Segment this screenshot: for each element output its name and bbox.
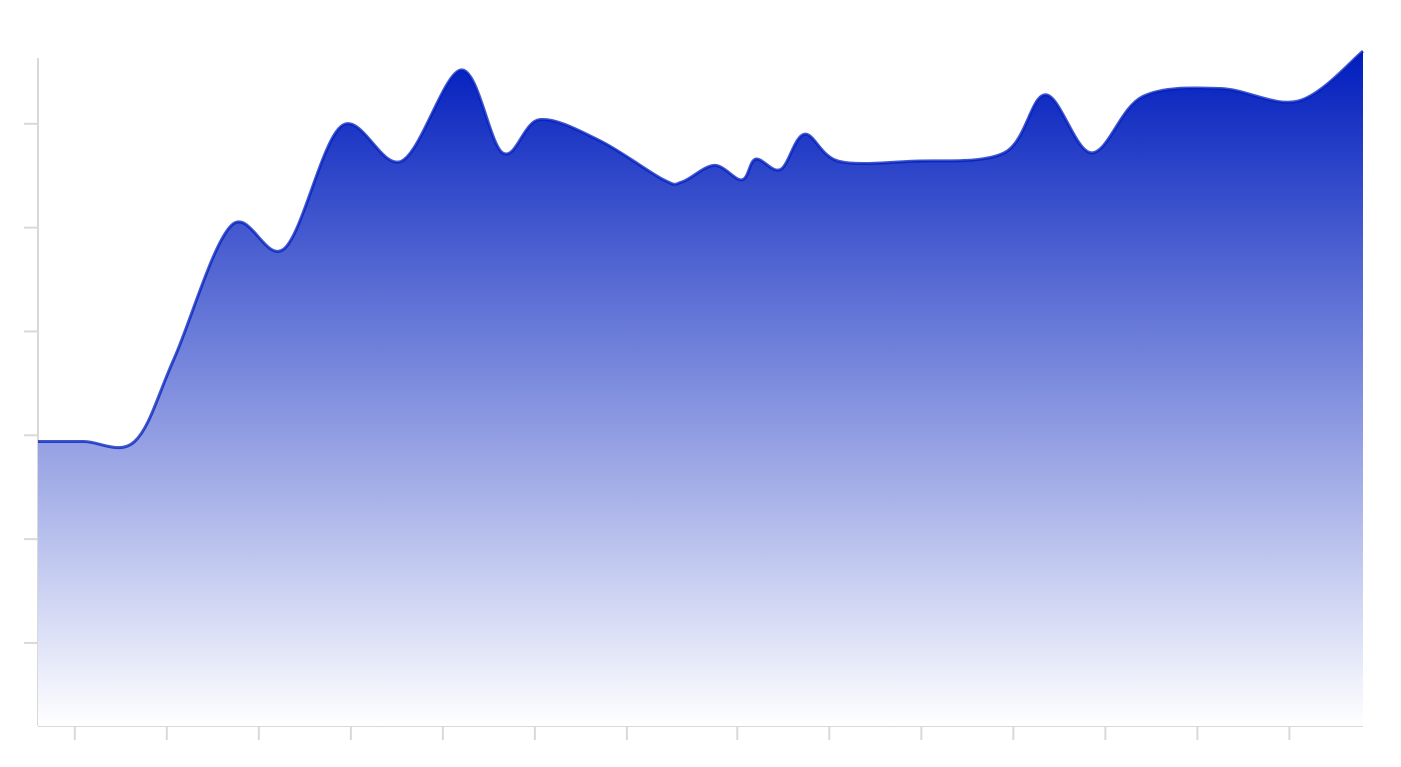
plot-area — [38, 49, 1364, 727]
data-point — [803, 133, 806, 136]
data-point — [911, 160, 914, 163]
data-point — [1297, 99, 1300, 102]
x-axis — [38, 725, 1363, 740]
data-point — [538, 118, 541, 121]
data-point — [340, 124, 343, 127]
area-fill — [38, 51, 1363, 727]
data-point — [501, 151, 504, 154]
data-point — [460, 68, 463, 71]
y-axis — [24, 58, 39, 726]
data-point — [779, 168, 782, 171]
data-point — [754, 158, 757, 161]
data-point — [1090, 151, 1093, 154]
data-point — [662, 178, 665, 181]
data-point — [83, 440, 86, 443]
data-point — [681, 180, 684, 183]
series-line — [38, 49, 1364, 450]
data-point — [173, 357, 176, 360]
data-point — [1141, 95, 1144, 98]
data-point — [400, 160, 403, 163]
data-point — [598, 139, 601, 142]
data-point — [133, 440, 136, 443]
data-point — [230, 224, 233, 227]
data-point — [1044, 93, 1047, 96]
data-point — [740, 178, 743, 181]
data-point — [713, 164, 716, 167]
data-point — [1003, 151, 1006, 154]
data-point — [837, 160, 840, 163]
data-point — [1362, 50, 1365, 53]
data-point — [37, 440, 40, 443]
data-point — [1219, 87, 1222, 90]
data-point — [283, 247, 286, 250]
